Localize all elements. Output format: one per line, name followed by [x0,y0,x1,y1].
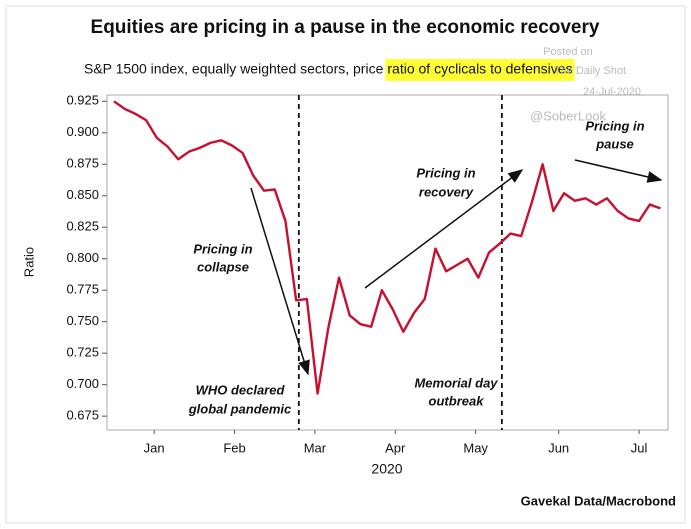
annotation: Pricing in [193,241,252,256]
chart-title: Equities are pricing in a pause in the e… [91,17,600,38]
y-tick-label: 0.725 [66,345,99,360]
x-tick-label: Apr [385,440,406,455]
y-tick-label: 0.875 [66,156,99,171]
watermark: Posted on [543,46,593,58]
highlight [385,59,575,81]
annotation: WHO declared [196,382,286,397]
watermark: The Daily Shot [554,65,626,77]
annotations: Pricing in collapse WHO declared global … [188,118,663,416]
y-tick-label: 0.700 [66,376,99,391]
plot-frame [106,94,669,431]
x-axis-label: 2020 [371,461,402,477]
x-tick-label: May [463,440,488,455]
annotation: global pandemic [188,401,292,416]
annotation: recovery [419,184,474,199]
x-tick-label: Jul [631,440,648,455]
y-tick-label: 0.900 [66,124,99,139]
subtitle: S&P 1500 index, equally weighted sectors… [84,61,384,77]
annotation: Pricing in [416,165,475,180]
y-axis-label: Ratio [21,247,36,277]
subtitle-highlight: ratio of cyclicals to defensives [387,61,572,77]
annotation: Pricing in [585,118,644,133]
y-tick-label: 0.850 [66,187,99,202]
x-tick-label: Jun [548,440,569,455]
annotation: pause [595,136,634,151]
watermark: 24-Jul-2020 [583,86,641,98]
y-tick-label: 0.925 [66,93,99,108]
x-tick-label: Feb [223,440,245,455]
y-tick-label: 0.675 [66,408,99,423]
watermark: @SoberLook [530,108,607,123]
arrow [364,169,524,289]
y-tick-label: 0.775 [66,282,99,297]
annotation: Memorial day [414,375,498,390]
y-tick-label: 0.750 [66,313,99,328]
annotation: collapse [197,259,249,274]
annotation: outbreak [429,393,485,408]
y-tick-label: 0.825 [66,219,99,234]
x-tick-label: Jan [144,440,165,455]
y-tick-label: 0.800 [66,250,99,265]
data-line [113,100,661,395]
frame [5,5,686,524]
source: Gavekal Data/Macrobond [521,493,676,508]
x-tick-label: Mar [304,440,327,455]
arrow [574,159,663,183]
